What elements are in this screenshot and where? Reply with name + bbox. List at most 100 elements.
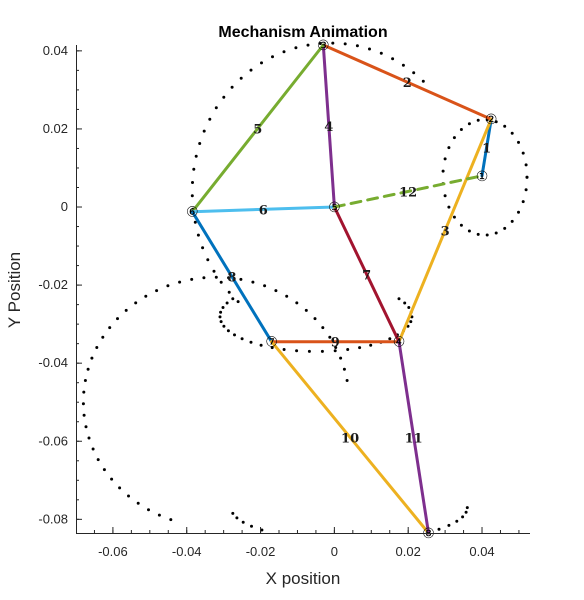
trace-point — [178, 280, 182, 284]
trace-point — [230, 85, 234, 89]
y-axis-ticks: 0.04 0.02 0 -0.02 -0.04 -0.06 -0.08 — [38, 43, 82, 526]
x-tick-label: 0.02 — [396, 544, 421, 559]
trace-point — [202, 129, 206, 133]
trace-point — [116, 317, 119, 321]
trace-point — [214, 275, 218, 279]
trace-point — [260, 528, 264, 532]
trace-point — [467, 229, 471, 233]
chart-title: Mechanism Animation — [218, 24, 387, 41]
trace-point — [236, 300, 240, 304]
trace-point — [155, 289, 159, 293]
trace-point — [295, 301, 299, 305]
trace-point — [274, 289, 278, 293]
trace-point — [214, 106, 218, 110]
trace-point — [201, 246, 205, 250]
trace-point — [166, 284, 170, 288]
trace-point — [91, 447, 95, 451]
trace-point — [459, 128, 463, 131]
trace-point — [355, 44, 359, 48]
trace-point — [219, 310, 223, 314]
trace-point — [263, 284, 267, 288]
trace-point — [294, 46, 298, 50]
trace-point — [193, 220, 197, 224]
link-label-6: 6 — [259, 203, 268, 218]
link-3 — [397, 117, 493, 344]
trace-point — [241, 520, 245, 524]
trace-point — [202, 276, 206, 280]
trace-point — [401, 63, 405, 67]
trace-point — [307, 349, 311, 353]
joint-2: ② — [485, 112, 498, 128]
trace-point — [452, 136, 456, 140]
y-tick-label: -0.06 — [38, 433, 68, 448]
trace-point — [218, 315, 222, 319]
links — [190, 43, 493, 535]
trace-point — [369, 343, 373, 347]
trace-point — [222, 324, 226, 328]
trace-point — [227, 290, 231, 294]
link-1 — [480, 117, 493, 178]
trace-point — [524, 163, 528, 167]
trace-point — [412, 71, 416, 75]
trace-point — [333, 349, 337, 353]
trace-point — [476, 118, 480, 122]
trace-point — [271, 55, 274, 59]
link-label-10: 10 — [341, 431, 359, 446]
joint-1: ① — [476, 169, 489, 185]
link-label-11: 11 — [405, 431, 423, 446]
link-label-4: 4 — [324, 120, 333, 135]
trace-point — [379, 51, 383, 55]
trace-point — [192, 167, 196, 171]
trace-point — [194, 154, 198, 158]
x-tick-label: 0 — [331, 544, 338, 559]
link-5 — [190, 43, 325, 214]
trace-point — [339, 356, 343, 360]
trace-point — [403, 301, 407, 305]
trace-point — [494, 231, 498, 235]
trace-point — [521, 200, 525, 204]
trace-point — [190, 277, 194, 281]
trace-point — [270, 346, 274, 350]
trace-point — [226, 329, 230, 333]
trace-point — [388, 337, 392, 341]
trace-point — [239, 277, 243, 281]
trace-point — [485, 233, 489, 237]
trace-point — [84, 425, 88, 429]
y-tick-label: -0.08 — [38, 511, 68, 526]
trace-point — [525, 175, 529, 179]
trace-point — [368, 47, 371, 51]
trace-point — [447, 146, 451, 150]
link-label-12: 12 — [399, 185, 417, 200]
y-axis-title: Y Position — [5, 252, 24, 328]
trace-point — [251, 280, 255, 284]
link-label-9: 9 — [331, 336, 340, 351]
trace-point — [455, 519, 459, 523]
link-6 — [190, 205, 336, 214]
trace-point — [227, 276, 231, 280]
link-7 — [332, 205, 401, 344]
trace-point — [331, 41, 335, 45]
trace-point — [95, 346, 99, 349]
trace-point — [250, 524, 253, 528]
trace-point — [221, 306, 225, 309]
link-2 — [321, 43, 493, 121]
trace-point — [409, 320, 413, 324]
trace-point — [320, 349, 324, 353]
trace-point — [96, 458, 100, 462]
trace-point — [407, 306, 411, 309]
trace-point — [240, 337, 244, 341]
trace-points — [81, 41, 529, 534]
trace-point — [441, 169, 445, 173]
trace-point — [127, 494, 130, 498]
trace-point — [321, 326, 325, 330]
trace-point — [503, 226, 507, 230]
trace-point — [102, 468, 106, 472]
trace-point — [110, 477, 114, 481]
trace-point — [249, 68, 253, 72]
trace-point — [233, 333, 236, 337]
link-label-1: 1 — [482, 142, 491, 157]
trace-point — [260, 61, 263, 65]
trace-point — [90, 356, 94, 360]
trace-point — [239, 76, 243, 80]
